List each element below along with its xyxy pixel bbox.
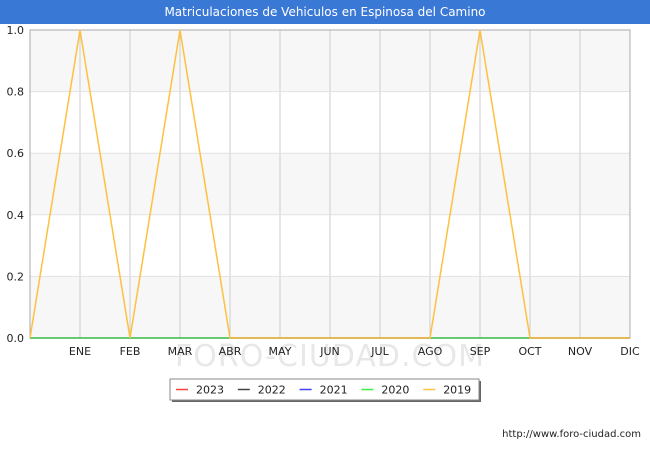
source-url: http://www.foro-ciudad.com — [502, 429, 641, 440]
legend-label-2020: 2020 — [381, 384, 409, 397]
series-line-2019 — [29, 29, 630, 339]
x-tick-label: DIC — [620, 345, 640, 358]
x-tick-label: SEP — [470, 345, 491, 358]
legend-label-2023: 2023 — [196, 384, 224, 397]
x-tick-label: FEB — [120, 345, 141, 358]
x-tick-label: JUN — [319, 345, 340, 358]
y-tick-label: 0.6 — [7, 147, 25, 160]
x-tick-label: ENE — [69, 345, 91, 358]
watermark: FORO-CIUDAD.COM — [175, 339, 485, 374]
x-tick-label: MAY — [269, 345, 292, 358]
y-tick-label: 0.0 — [7, 332, 25, 345]
x-tick-label: ABR — [219, 345, 242, 358]
x-tick-label: OCT — [518, 345, 541, 358]
y-tick-label: 1.0 — [7, 24, 25, 37]
y-tick-label: 0.4 — [7, 209, 25, 222]
x-tick-label: AGO — [418, 345, 443, 358]
legend-box — [169, 378, 480, 401]
legend-label-2021: 2021 — [320, 384, 348, 397]
x-tick-label: NOV — [568, 345, 593, 358]
legend-label-2019: 2019 — [443, 384, 471, 397]
x-tick-label: JUL — [370, 345, 389, 358]
legend-label-2022: 2022 — [258, 384, 286, 397]
chart-title: Matriculaciones de Vehiculos en Espinosa… — [0, 0, 650, 24]
y-tick-label: 0.2 — [7, 270, 25, 283]
y-tick-label: 0.8 — [7, 86, 25, 99]
x-tick-label: MAR — [168, 345, 193, 358]
